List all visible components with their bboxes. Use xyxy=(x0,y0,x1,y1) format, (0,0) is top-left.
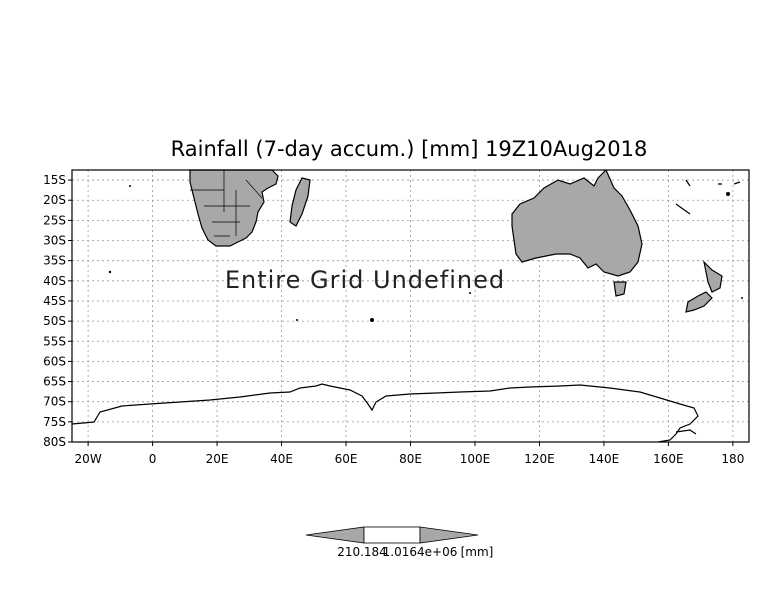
landmass-new-zealand-north xyxy=(703,260,723,293)
lon-tick-labels: 20W 0 20E 40E 60E 80E 100E 120E 140E 160E 180 xyxy=(75,442,744,466)
lat-tick-label: 50S xyxy=(43,314,66,328)
colorbar-label-low: 210.184 xyxy=(337,545,387,559)
coastline-antarctica xyxy=(71,383,699,443)
lon-tick-label: 180 xyxy=(721,452,744,466)
lat-tick-labels: 15S 20S 25S 30S 35S 40S 45S 50S 55S 60S 65S 70S 75S 8… xyxy=(43,173,72,449)
lon-tick-label: 80E xyxy=(399,452,422,466)
lat-tick-label: 60S xyxy=(43,354,66,368)
colorbar-label-high: 1.0164e+06 xyxy=(383,545,458,559)
lat-tick-label: 35S xyxy=(43,254,66,268)
island-kerguelen xyxy=(370,318,374,322)
colorbar-units: [mm] xyxy=(461,545,494,559)
landmass-new-zealand-south xyxy=(685,291,713,313)
lat-tick-label: 20S xyxy=(43,193,66,207)
lat-tick-label: 30S xyxy=(43,234,66,248)
landmass-australia xyxy=(511,168,643,277)
lon-tick-label: 20E xyxy=(206,452,229,466)
colorbar: 210.184 1.0164e+06 [mm] xyxy=(305,526,494,559)
colorbar-high-arrow xyxy=(419,526,479,544)
map-title: Rainfall (7-day accum.) [mm] 19Z10Aug201… xyxy=(171,137,648,161)
islands-melanesia xyxy=(675,179,741,215)
colorbar-box xyxy=(363,526,421,544)
lon-tick-label: 40E xyxy=(270,452,293,466)
lat-tick-label: 25S xyxy=(43,213,66,227)
lat-tick-label: 75S xyxy=(43,415,66,429)
lat-tick-label: 55S xyxy=(43,334,66,348)
coastline-ross-sea xyxy=(675,429,697,435)
lat-tick-label: 80S xyxy=(43,435,66,449)
island-pacific-1 xyxy=(726,192,730,196)
landmass-africa xyxy=(189,169,279,247)
lat-tick-label: 15S xyxy=(43,173,66,187)
lon-tick-label: 60E xyxy=(335,452,358,466)
colorbar-low-arrow xyxy=(305,526,365,544)
country-borders-africa xyxy=(190,170,263,237)
lon-tick-label: 0 xyxy=(149,452,157,466)
island-pacific-2 xyxy=(741,297,743,299)
lon-tick-label: 140E xyxy=(589,452,620,466)
lat-tick-label: 45S xyxy=(43,294,66,308)
island-st-helena xyxy=(129,185,131,187)
lat-tick-label: 40S xyxy=(43,274,66,288)
lat-tick-label: 70S xyxy=(43,395,66,409)
map-plot-area: 15S 20S 25S 30S 35S 40S 45S 50S 55S 60S 65S 70S 75S 8… xyxy=(43,168,750,466)
island-tristan xyxy=(108,270,112,274)
landmass-tasmania xyxy=(613,281,627,297)
island-crozet xyxy=(296,319,298,321)
lon-tick-label: 100E xyxy=(460,452,491,466)
island-amsterdam xyxy=(469,292,471,294)
landmass-madagascar xyxy=(289,177,311,227)
lon-tick-label: 160E xyxy=(653,452,684,466)
lat-tick-label: 65S xyxy=(43,375,66,389)
lon-tick-label: 20W xyxy=(75,452,102,466)
undefined-grid-message: Entire Grid Undefined xyxy=(225,266,505,294)
lon-tick-label: 120E xyxy=(524,452,555,466)
